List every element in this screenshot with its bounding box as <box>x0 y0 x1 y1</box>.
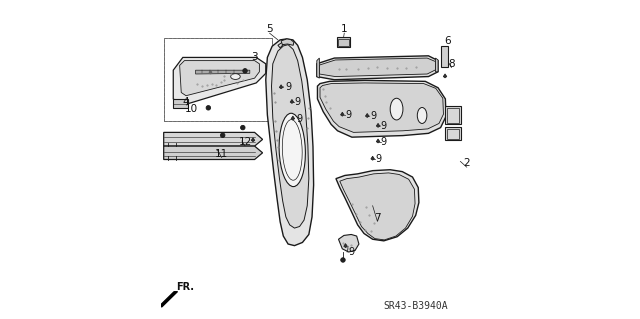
Text: 11: 11 <box>215 149 228 159</box>
Polygon shape <box>317 56 438 80</box>
Bar <box>445 106 461 124</box>
Polygon shape <box>278 40 287 48</box>
Polygon shape <box>281 39 294 45</box>
Polygon shape <box>340 112 344 116</box>
Text: 9: 9 <box>349 247 355 257</box>
Polygon shape <box>365 114 369 117</box>
Polygon shape <box>291 116 294 120</box>
Bar <box>445 127 461 140</box>
Text: 9: 9 <box>346 110 352 120</box>
Text: 2: 2 <box>463 158 470 168</box>
Polygon shape <box>444 74 447 78</box>
Text: 9: 9 <box>285 82 291 92</box>
Ellipse shape <box>230 74 240 79</box>
Circle shape <box>206 106 211 110</box>
Polygon shape <box>164 146 262 160</box>
Circle shape <box>241 125 245 130</box>
Text: 5: 5 <box>266 24 273 34</box>
Text: 9: 9 <box>296 114 302 124</box>
Bar <box>440 46 447 67</box>
Polygon shape <box>336 170 419 241</box>
Bar <box>164 38 272 121</box>
Polygon shape <box>339 234 359 252</box>
Polygon shape <box>173 57 266 105</box>
Text: SR43-B3940A: SR43-B3940A <box>383 301 448 311</box>
Polygon shape <box>340 173 415 240</box>
Polygon shape <box>196 70 250 74</box>
Polygon shape <box>317 80 446 137</box>
Bar <box>447 129 460 139</box>
Polygon shape <box>317 58 319 78</box>
Polygon shape <box>271 45 309 228</box>
Bar <box>337 37 350 47</box>
Polygon shape <box>371 156 374 160</box>
Polygon shape <box>376 139 380 143</box>
Text: 7: 7 <box>374 212 381 223</box>
Text: 4: 4 <box>182 97 189 107</box>
Bar <box>447 108 460 123</box>
Text: 1: 1 <box>341 24 348 34</box>
Text: 3: 3 <box>252 52 258 63</box>
Text: 9: 9 <box>381 121 387 131</box>
Polygon shape <box>344 244 348 248</box>
Circle shape <box>340 258 345 262</box>
Polygon shape <box>252 138 255 142</box>
Text: 8: 8 <box>448 59 455 69</box>
Polygon shape <box>376 123 380 127</box>
Polygon shape <box>173 99 188 108</box>
Polygon shape <box>290 100 294 103</box>
Bar <box>338 39 349 46</box>
Ellipse shape <box>390 98 403 120</box>
Polygon shape <box>266 39 314 246</box>
Polygon shape <box>164 132 262 146</box>
Circle shape <box>220 133 225 137</box>
Polygon shape <box>435 58 438 72</box>
Text: 9: 9 <box>370 111 376 122</box>
Polygon shape <box>319 58 435 77</box>
Circle shape <box>243 69 247 73</box>
Text: 9: 9 <box>294 97 301 107</box>
Ellipse shape <box>279 113 305 187</box>
Text: 12: 12 <box>239 137 252 147</box>
Polygon shape <box>279 85 283 89</box>
Text: 9: 9 <box>381 137 387 147</box>
Text: FR.: FR. <box>176 282 194 292</box>
Ellipse shape <box>417 108 427 123</box>
Text: 9: 9 <box>375 154 381 164</box>
Polygon shape <box>180 61 259 96</box>
Text: 6: 6 <box>444 36 451 47</box>
Text: 10: 10 <box>185 104 198 114</box>
Polygon shape <box>320 83 444 132</box>
